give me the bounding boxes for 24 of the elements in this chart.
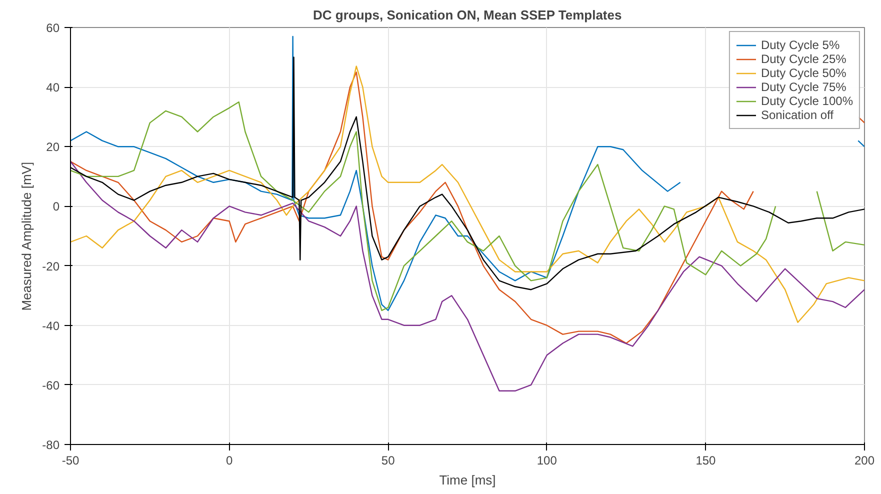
- y-tick-label: 40: [46, 80, 60, 95]
- legend-label: Sonication off: [760, 108, 834, 122]
- x-tick-label: 50: [381, 454, 396, 468]
- y-tick-label: -40: [42, 318, 60, 333]
- x-axis-title: Time [ms]: [439, 472, 496, 488]
- legend-label: Duty Cycle 50%: [760, 66, 846, 80]
- y-axis-title: Measured Amplitude [mV]: [19, 162, 34, 311]
- legend-label: Duty Cycle 75%: [760, 80, 846, 94]
- chart-title: DC groups, Sonication ON, Mean SSEP Templates: [313, 8, 622, 22]
- y-tick-label: 60: [46, 21, 60, 35]
- legend-label: Duty Cycle 5%: [760, 38, 840, 52]
- line-series: [70, 160, 864, 392]
- x-tick-label: 100: [536, 454, 558, 468]
- legend-label: Duty Cycle 100%: [760, 94, 853, 108]
- x-tick-label: 150: [696, 454, 716, 468]
- y-tick-label: 0: [52, 200, 60, 214]
- y-tick-label: -80: [42, 438, 60, 452]
- x-tick-label: -50: [62, 454, 80, 468]
- y-tick-label: -60: [42, 378, 60, 392]
- x-tick-label: 0: [226, 454, 233, 468]
- legend-label: Duty Cycle 25%: [760, 52, 846, 66]
- x-tick-label: 200: [854, 454, 875, 468]
- y-tick-label: -20: [42, 259, 60, 274]
- y-tick-label: 20: [46, 140, 60, 154]
